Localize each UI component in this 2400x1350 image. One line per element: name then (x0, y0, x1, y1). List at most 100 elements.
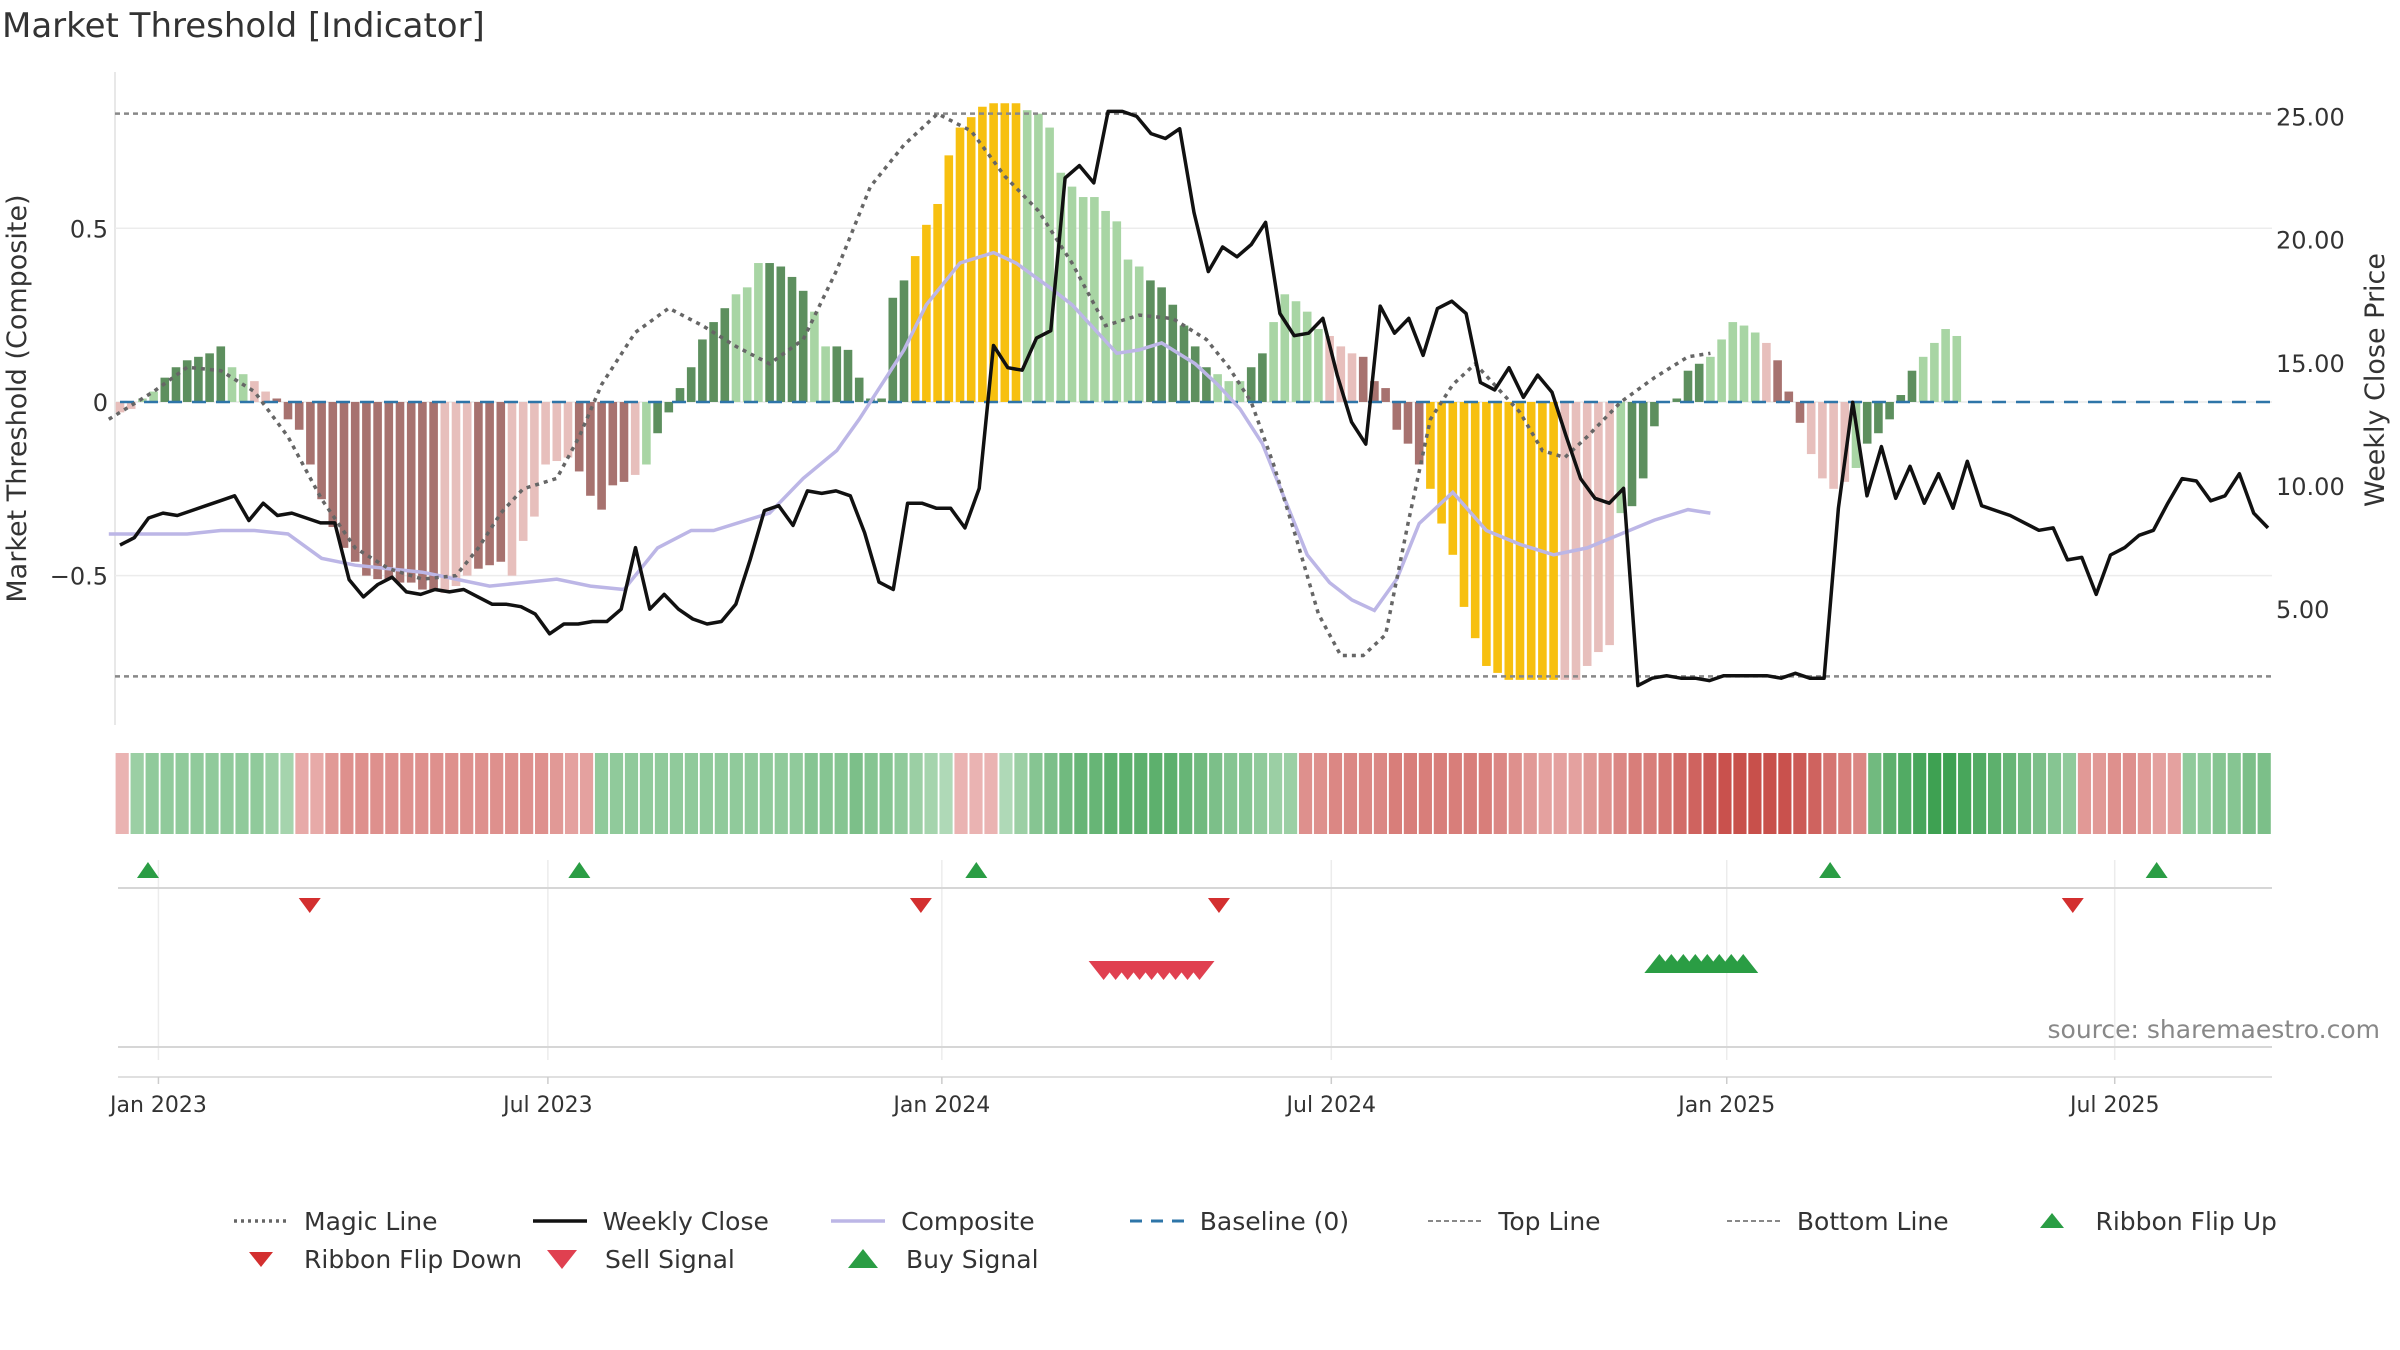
composite-bar (160, 377, 170, 402)
ribbon-cell (325, 753, 339, 834)
composite-bar (261, 391, 270, 402)
composite-bar (1022, 110, 1032, 402)
composite-line (108, 250, 1711, 613)
composite-bar (406, 401, 416, 583)
ribbon-cell (1853, 753, 1867, 834)
composite-bar (1818, 401, 1827, 479)
x-tick-label: Jul 2024 (1285, 1093, 1377, 1118)
composite-bar (1403, 401, 1413, 444)
legend-label-magic-line: Magic Line (304, 1206, 438, 1236)
x-tick-label: Jan 2023 (108, 1093, 207, 1118)
x-tick-label: Jul 2025 (2068, 1093, 2160, 1118)
ribbon-cell (505, 753, 519, 834)
composite-bar (899, 280, 909, 402)
ribbon-cell (1508, 753, 1522, 834)
ribbon-cell (445, 753, 459, 834)
composite-bar (843, 349, 853, 402)
composite-bar (698, 339, 707, 402)
composite-bar (563, 401, 573, 458)
composite-bar (1146, 280, 1155, 402)
ribbon-cell (2032, 753, 2047, 834)
ribbon-flip-down-marker (1207, 898, 1230, 913)
ribbon-cell (2107, 753, 2122, 834)
y2-tick-label: 10.00 (2276, 473, 2345, 501)
ribbon-cell (1343, 753, 1358, 834)
ribbon-cell (535, 753, 549, 834)
composite-bar (810, 311, 819, 402)
composite-bar (1549, 401, 1558, 680)
composite-bar (171, 367, 181, 402)
composite-bar (1874, 401, 1883, 434)
ribbon-cell (834, 753, 848, 834)
ribbon-cell (1448, 753, 1462, 834)
composite-bar (1213, 374, 1222, 402)
ribbon-cell (879, 753, 893, 834)
composite-bar (1840, 401, 1850, 482)
ribbon-cell (2002, 753, 2017, 834)
ribbon-cell (160, 753, 174, 834)
composite-bar (1806, 401, 1816, 455)
composite-bar (1907, 370, 1917, 402)
ribbon-cell (2227, 753, 2241, 834)
legend-item-top-line: Top Line (1424, 1207, 1723, 1236)
composite-bar (216, 346, 226, 402)
composite-bar (1325, 335, 1334, 402)
ribbon-cell (1523, 753, 1537, 834)
ribbon-cell (265, 753, 279, 834)
ribbon-cell (1433, 753, 1447, 834)
composite-bar (1762, 342, 1771, 402)
ribbon-cell (1823, 753, 1837, 834)
ribbon-cell (520, 753, 534, 834)
composite-bar (1493, 401, 1502, 673)
ribbon-cell (684, 753, 698, 834)
composite-bar (1291, 301, 1301, 402)
composite-bar (888, 297, 898, 402)
ribbon-cell (1268, 753, 1283, 834)
ribbon-cell (894, 753, 908, 834)
ribbon-cell (1134, 753, 1148, 834)
composite-bar (373, 401, 382, 580)
y-axis-label: Market Threshold (Composite) (2, 194, 33, 602)
ribbon-flip-down-swatch (249, 1252, 273, 1267)
composite-bar (451, 401, 461, 587)
ribbon-cell (2152, 753, 2166, 834)
composite-bar (126, 401, 136, 409)
ribbon-cell (220, 753, 234, 834)
composite-bar (1437, 401, 1446, 524)
ribbon-cell (1883, 753, 1897, 834)
y2-tick-label: 25.00 (2276, 103, 2345, 131)
ribbon-cell (1703, 753, 1717, 834)
composite-bar (1582, 401, 1592, 666)
composite-bar (1269, 322, 1278, 402)
y-tick-label: 0.5 (70, 215, 108, 243)
legend-label-baseline: Baseline (0) (1199, 1206, 1350, 1236)
composite-bar (1829, 401, 1838, 489)
composite-bar (787, 276, 797, 402)
composite-bar (362, 401, 371, 576)
composite-bar (1930, 342, 1939, 402)
composite-bar (1067, 186, 1077, 402)
ribbon-flip-down-marker (2061, 898, 2084, 913)
composite-bar (1515, 401, 1525, 680)
composite-bar (418, 401, 427, 590)
ribbon-cell (1313, 753, 1328, 834)
composite-bar (754, 263, 763, 402)
ribbon-cell (1628, 753, 1642, 834)
ribbon-cell (624, 753, 639, 834)
legend-item-sell-signal: Sell Signal (531, 1245, 832, 1274)
composite-bar (1347, 353, 1357, 402)
composite-bar (238, 374, 248, 402)
x-tick-label: Jan 2024 (891, 1093, 990, 1118)
composite-bar (518, 401, 528, 541)
composite-bar (1728, 322, 1738, 402)
legend-label-buy-signal: Buy Signal (906, 1244, 1039, 1274)
composite-bar (877, 398, 886, 402)
ribbon-cell (205, 753, 219, 834)
composite-bar (485, 401, 494, 566)
ribbon-cell (145, 753, 159, 834)
ribbon-cell (969, 753, 983, 834)
ribbon-cell (714, 753, 728, 834)
composite-bar (1739, 325, 1749, 402)
buy-signal-marker (1728, 954, 1759, 973)
ribbon-cell (250, 753, 264, 834)
